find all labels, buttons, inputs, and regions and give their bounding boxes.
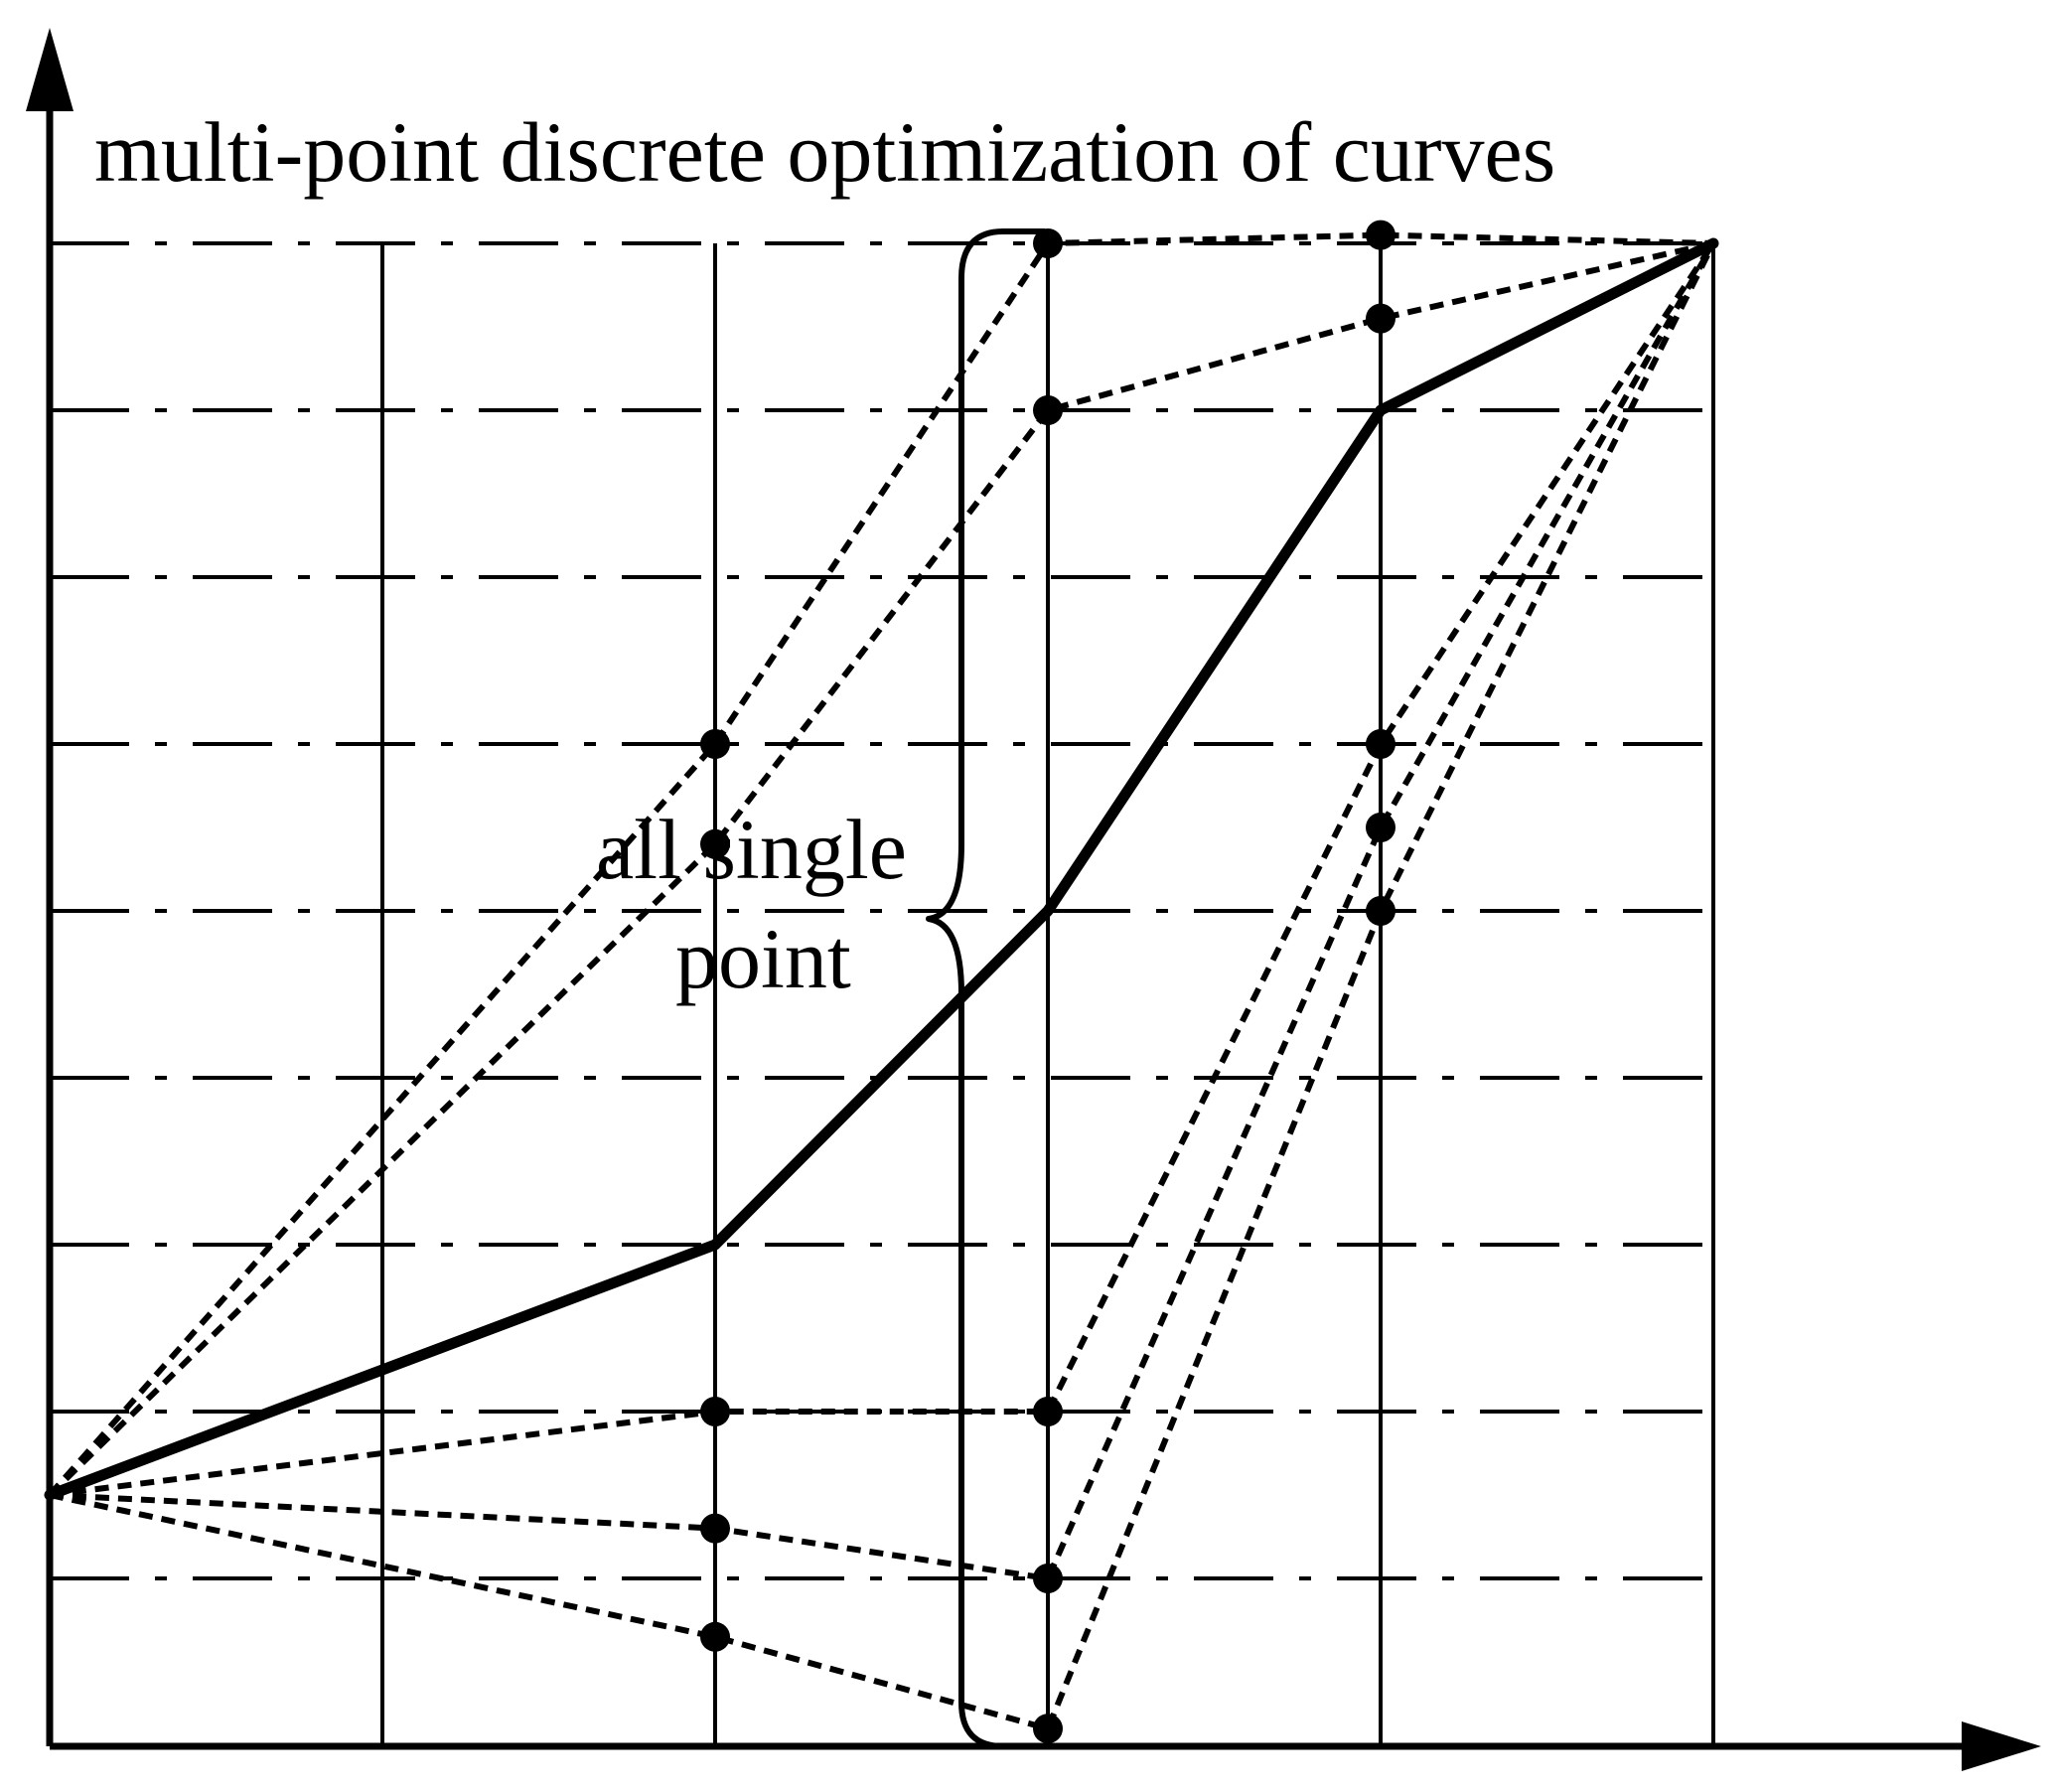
- discrete-points: [700, 220, 1395, 1744]
- main-curve-group: [44, 237, 1719, 1501]
- discrete-point-4: [700, 828, 730, 859]
- annotation-line-1: all single: [596, 802, 907, 897]
- candidate-curve-2: [47, 240, 1714, 1498]
- candidate-curve-4: [49, 241, 1716, 1582]
- discrete-point-8: [1033, 1397, 1063, 1426]
- discrete-point-10: [700, 1513, 730, 1544]
- x-axis-arrowhead: [1962, 1721, 2041, 1771]
- candidate-curve-3: [49, 241, 1716, 1498]
- discrete-point-2: [1033, 228, 1063, 258]
- discrete-point-7: [700, 1397, 730, 1426]
- candidate-curve-5: [49, 241, 1716, 1732]
- discrete-point-5: [1033, 395, 1063, 425]
- optimal-curve: [44, 237, 1719, 1501]
- discrete-point-6: [1366, 303, 1395, 334]
- axes: [26, 28, 2041, 1771]
- y-axis-arrowhead: [26, 28, 73, 111]
- grid: [50, 241, 1715, 1746]
- candidate-curves: [47, 231, 1716, 1732]
- discrete-point-9: [1366, 729, 1395, 759]
- discrete-point-14: [1033, 1714, 1063, 1744]
- discrete-point-3: [1366, 220, 1395, 250]
- discrete-point-13: [700, 1621, 730, 1652]
- annotation-line-2: point: [675, 911, 851, 1006]
- discrete-point-15: [1366, 896, 1395, 926]
- discrete-point-11: [1033, 1564, 1063, 1593]
- discrete-point-1: [700, 729, 730, 759]
- diagram-title: multi-point discrete optimization of cur…: [94, 104, 1555, 200]
- single-point-brace: [926, 228, 1045, 1749]
- discrete-point-12: [1366, 813, 1395, 842]
